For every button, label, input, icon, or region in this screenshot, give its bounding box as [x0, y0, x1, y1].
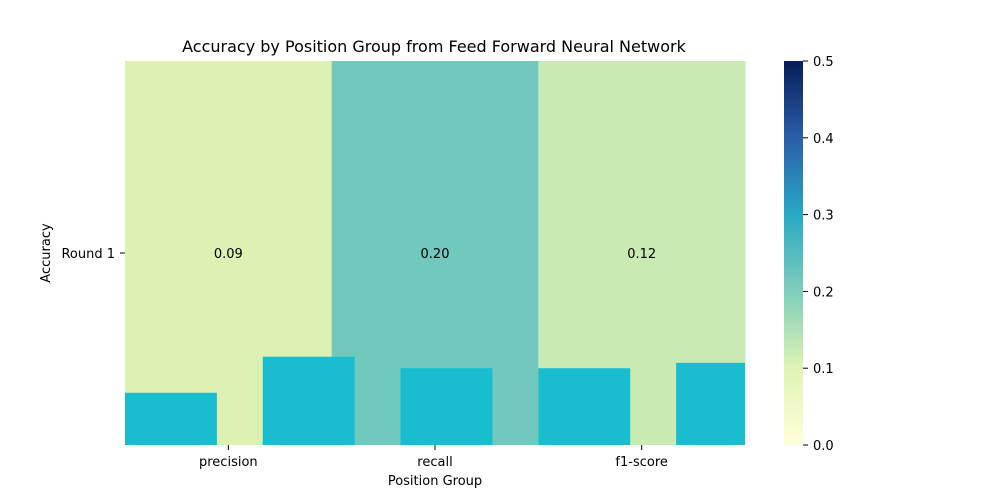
colorbar-tick-label: 0.1: [813, 362, 834, 377]
cell-annotation-precision: 0.09: [214, 247, 243, 262]
colorbar-tick-label: 0.0: [813, 439, 834, 454]
x-tick-label: precision: [199, 455, 258, 470]
colorbar-tick-label: 0.2: [813, 285, 834, 300]
overlay-bars: [125, 356, 745, 445]
y-tick-label: Round 1: [61, 247, 115, 262]
overlay-bar: [125, 392, 217, 445]
colorbar-tick-label: 0.5: [813, 55, 834, 70]
cell-annotation-f1-score: 0.12: [627, 247, 656, 262]
x-axis-ticks: precision recall f1-score: [199, 445, 668, 470]
cell-annotations: 0.09 0.20 0.12: [214, 247, 656, 262]
chart-title: Accuracy by Position Group from Feed For…: [182, 37, 686, 56]
colorbar-ticks: 0.0 0.1 0.2 0.3 0.4 0.5: [803, 55, 834, 454]
colorbar-tick-label: 0.4: [813, 132, 834, 147]
colorbar-tick-label: 0.3: [813, 209, 834, 224]
cell-annotation-recall: 0.20: [421, 247, 450, 262]
x-tick-label: recall: [417, 455, 452, 470]
overlay-bar: [400, 368, 493, 445]
colorbar-gradient: [784, 61, 803, 445]
overlay-bar: [538, 368, 631, 445]
y-axis-label: Accuracy: [39, 223, 54, 283]
overlay-bar: [676, 362, 745, 445]
x-tick-label: f1-score: [615, 455, 667, 470]
x-axis-label: Position Group: [388, 474, 482, 489]
heatmap-cells: [125, 61, 746, 445]
colorbar: [784, 61, 803, 445]
y-axis-ticks: Round 1: [61, 247, 125, 262]
overlay-bar: [262, 356, 355, 445]
